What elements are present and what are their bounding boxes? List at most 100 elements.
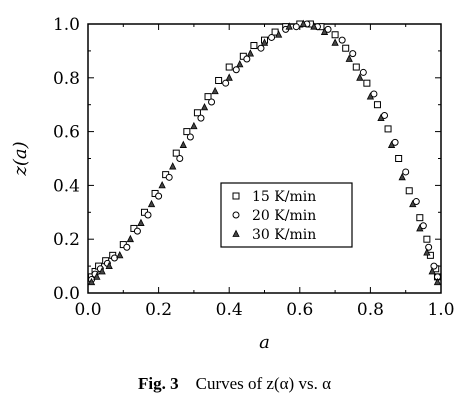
data-point bbox=[402, 168, 410, 176]
data-point bbox=[377, 113, 385, 122]
data-point bbox=[123, 243, 131, 251]
data-point bbox=[147, 199, 156, 208]
data-point bbox=[349, 50, 357, 58]
data-point bbox=[165, 173, 173, 181]
data-point bbox=[126, 234, 135, 243]
legend: 15 K/min 20 K/min 30 K/min bbox=[220, 182, 353, 248]
data-point bbox=[211, 86, 219, 95]
data-points bbox=[87, 19, 442, 286]
data-point bbox=[285, 22, 293, 30]
data-point bbox=[215, 76, 223, 84]
data-point bbox=[416, 224, 424, 232]
data-point bbox=[105, 261, 113, 270]
data-point bbox=[243, 55, 251, 63]
data-point bbox=[93, 272, 101, 280]
data-point bbox=[352, 63, 360, 71]
data-point bbox=[236, 59, 244, 68]
y-tick-label: 1.0 bbox=[53, 15, 80, 35]
data-point bbox=[116, 250, 124, 259]
data-point bbox=[310, 22, 318, 30]
data-point bbox=[338, 36, 346, 44]
y-tick-label: 0.6 bbox=[53, 123, 80, 143]
legend-label: 20 K/min bbox=[252, 208, 316, 224]
data-point bbox=[225, 63, 233, 71]
data-point bbox=[416, 214, 424, 222]
data-point bbox=[257, 44, 265, 52]
x-tick-label: 0.6 bbox=[286, 300, 313, 320]
data-point bbox=[179, 140, 187, 148]
legend-label: 30 K/min bbox=[252, 227, 316, 243]
data-point bbox=[183, 128, 191, 136]
data-point bbox=[331, 38, 339, 46]
data-point bbox=[133, 227, 141, 235]
data-point bbox=[373, 101, 381, 109]
data-point bbox=[433, 277, 442, 286]
data-point bbox=[158, 181, 166, 189]
data-point bbox=[363, 79, 371, 87]
plot-frame bbox=[87, 23, 442, 294]
data-point bbox=[395, 155, 403, 162]
data-point bbox=[204, 93, 212, 101]
y-tick-label: 0.0 bbox=[53, 284, 80, 304]
data-point bbox=[87, 277, 96, 286]
data-point bbox=[425, 243, 433, 251]
data-point bbox=[320, 27, 329, 35]
data-point bbox=[299, 19, 307, 27]
x-tick-label: 0.2 bbox=[145, 300, 172, 320]
data-point bbox=[268, 33, 276, 41]
data-point bbox=[409, 199, 417, 208]
y-axis-label: z(a) bbox=[10, 141, 31, 176]
x-tick-label: 0.4 bbox=[216, 300, 243, 320]
series-triangle bbox=[87, 19, 442, 286]
tick-labels: 0.0 0.2 0.4 0.6 0.8 1.0 0.0 0.2 0.4 0.6 0.8 1.0 bbox=[53, 15, 455, 320]
caption-text: Curves of z(α) vs. α bbox=[195, 374, 331, 393]
legend-box bbox=[220, 182, 353, 248]
data-point bbox=[190, 121, 198, 130]
figure-number: Fig. 3 bbox=[138, 374, 179, 393]
plot-border bbox=[87, 23, 442, 294]
x-tick-label: 0.0 bbox=[74, 300, 101, 320]
data-point bbox=[169, 162, 177, 170]
y-tick-label: 0.8 bbox=[53, 69, 80, 89]
data-point bbox=[197, 114, 205, 122]
data-point bbox=[384, 125, 392, 133]
data-point bbox=[359, 68, 367, 76]
data-point bbox=[186, 133, 194, 141]
legend-label: 15 K/min bbox=[252, 189, 316, 205]
data-point bbox=[98, 267, 106, 275]
data-point bbox=[405, 187, 413, 195]
data-point bbox=[246, 49, 255, 57]
data-point bbox=[428, 267, 436, 275]
data-point bbox=[342, 44, 350, 52]
data-point bbox=[200, 102, 209, 111]
data-point bbox=[423, 235, 431, 243]
data-point bbox=[430, 262, 438, 270]
y-tick-label: 0.2 bbox=[53, 230, 80, 250]
figure-caption: Fig. 3 Curves of z(α) vs. α bbox=[0, 374, 469, 394]
legend-marker-triangle bbox=[232, 229, 240, 237]
data-point bbox=[155, 192, 163, 200]
x-tick-label: 0.8 bbox=[357, 300, 384, 320]
y-tick-label: 0.4 bbox=[53, 176, 80, 196]
data-point bbox=[250, 42, 258, 50]
data-point bbox=[356, 73, 364, 81]
data-point bbox=[225, 73, 233, 81]
x-tick-label: 1.0 bbox=[427, 300, 454, 320]
data-point bbox=[172, 149, 180, 157]
data-point bbox=[292, 23, 300, 31]
data-point bbox=[387, 140, 396, 148]
data-point bbox=[345, 54, 353, 62]
data-point bbox=[232, 66, 240, 74]
data-point bbox=[208, 98, 216, 106]
data-point bbox=[222, 79, 230, 87]
data-point bbox=[398, 172, 406, 181]
data-point bbox=[137, 218, 145, 226]
data-point bbox=[423, 248, 431, 256]
x-axis-label: a bbox=[259, 332, 270, 353]
data-point bbox=[176, 155, 184, 162]
data-point bbox=[260, 38, 269, 46]
data-point bbox=[144, 211, 152, 219]
tick-marks bbox=[87, 23, 442, 294]
data-point bbox=[274, 30, 283, 38]
